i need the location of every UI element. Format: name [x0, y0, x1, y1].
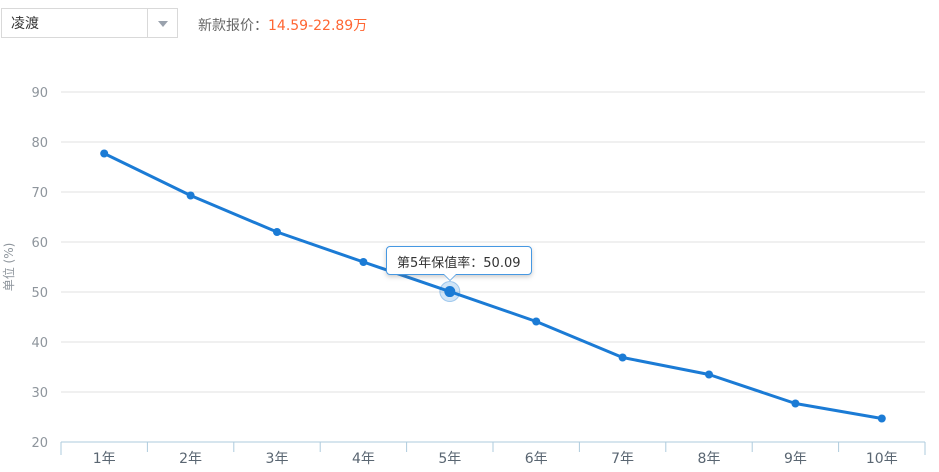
y-tick-label: 50 [31, 286, 48, 301]
model-select[interactable]: 凌渡 [1, 8, 178, 38]
x-tick-label: 9年 [784, 451, 807, 467]
tooltip-arrow-fill [444, 274, 456, 286]
data-point[interactable] [273, 228, 281, 236]
x-tick-label: 1年 [93, 451, 116, 467]
data-point[interactable] [186, 191, 195, 200]
model-select-value: 凌渡 [11, 16, 39, 32]
y-tick-label: 80 [31, 136, 48, 151]
x-tick-label: 3年 [266, 451, 289, 467]
data-point[interactable] [705, 370, 713, 379]
x-tick-label: 5年 [438, 451, 461, 467]
chevron-down-icon [157, 20, 168, 32]
y-tick-label: 30 [31, 386, 48, 401]
data-point[interactable] [791, 399, 800, 408]
new-model-price: 新款报价：14.59-22.89万 [198, 15, 367, 35]
x-tick-label: 7年 [611, 451, 634, 467]
y-tick-label: 60 [31, 236, 48, 251]
data-point[interactable] [618, 353, 627, 362]
data-point[interactable] [532, 317, 541, 326]
y-tick-label: 70 [31, 186, 48, 201]
data-point[interactable] [359, 258, 368, 266]
y-tick-label: 20 [31, 436, 48, 451]
x-tick-label: 4年 [352, 451, 375, 467]
data-point[interactable] [100, 149, 109, 158]
y-tick-label: 90 [31, 86, 48, 101]
y-tick-label: 40 [31, 336, 48, 351]
data-point[interactable] [444, 286, 456, 298]
data-point[interactable] [877, 414, 886, 423]
trend-line [102, 152, 884, 420]
price-value: 14.59-22.89万 [268, 18, 368, 34]
model-select-arrow-zone[interactable] [147, 9, 177, 37]
tooltip: 第5年保值率：50.09 [386, 246, 532, 281]
x-tick-label: 6年 [525, 451, 548, 467]
x-tick-label: 10年 [866, 451, 898, 467]
x-tick-label: 8年 [698, 451, 721, 467]
tooltip-text: 第5年保值率：50.09 [397, 256, 521, 271]
x-tick-label: 2年 [179, 451, 202, 467]
y-axis-title: 单位 (%) [1, 243, 16, 292]
price-label: 新款报价： [198, 18, 268, 34]
